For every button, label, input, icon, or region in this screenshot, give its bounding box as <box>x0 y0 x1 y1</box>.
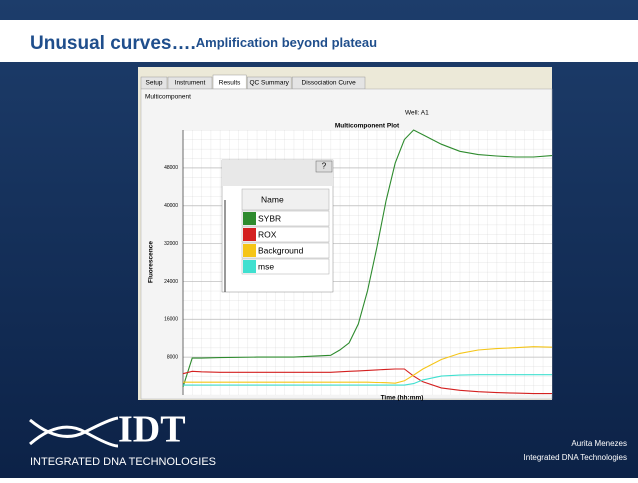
legend-header <box>241 188 330 211</box>
tab-label: Instrument <box>175 80 206 87</box>
series-line <box>182 368 552 395</box>
legend-label: mse <box>258 261 274 271</box>
series-line <box>182 129 553 388</box>
legend-swatch <box>243 260 256 273</box>
y-tick-label: 24000 <box>164 279 178 285</box>
y-tick-label: 48000 <box>164 165 178 171</box>
legend-label: ROX <box>258 229 277 239</box>
series-line <box>183 346 553 384</box>
legend-label: Background <box>258 245 304 255</box>
y-axis-label: Fluorescence <box>148 241 155 283</box>
x-axis-label: Time (hh:mm) <box>381 395 424 402</box>
panel-label: Multicomponent <box>145 94 191 101</box>
y-tick-label: 32000 <box>164 241 178 247</box>
organization: Integrated DNA Technologies <box>524 453 627 462</box>
legend-toolbar <box>222 160 333 186</box>
tab-label: Dissociation Curve <box>302 80 357 87</box>
legend-label: SYBR <box>258 213 281 223</box>
tab-label: Setup <box>146 80 163 87</box>
title-bar <box>0 20 638 62</box>
tab-label: Results <box>219 80 241 87</box>
legend-row <box>241 242 330 259</box>
legend-row <box>241 210 330 227</box>
legend-row <box>241 226 330 243</box>
author: Aurita Menezes <box>571 439 627 448</box>
slide-title: Unusual curves….Amplification beyond pla… <box>30 33 377 54</box>
y-tick-label: 16000 <box>164 317 178 323</box>
series-line <box>183 374 552 386</box>
legend-row <box>241 258 330 275</box>
help-icon: ? <box>322 162 327 171</box>
logo-text: IDT <box>118 409 186 451</box>
logo-mark <box>29 416 119 448</box>
legend-swatch <box>243 212 256 225</box>
y-tick-label: 40000 <box>164 203 178 209</box>
legend-swatch <box>243 244 256 257</box>
legend-title: Name <box>261 194 284 204</box>
legend-swatch <box>243 228 256 241</box>
tab-label: QC Summary <box>250 80 290 87</box>
help-button[interactable] <box>315 160 333 173</box>
y-tick-label: 8000 <box>167 354 178 360</box>
well-label: Well: A1 <box>405 110 429 117</box>
chart-title: Multicomponent Plot <box>335 123 400 130</box>
logo-caption: INTEGRATED DNA TECHNOLOGIES <box>30 456 216 468</box>
